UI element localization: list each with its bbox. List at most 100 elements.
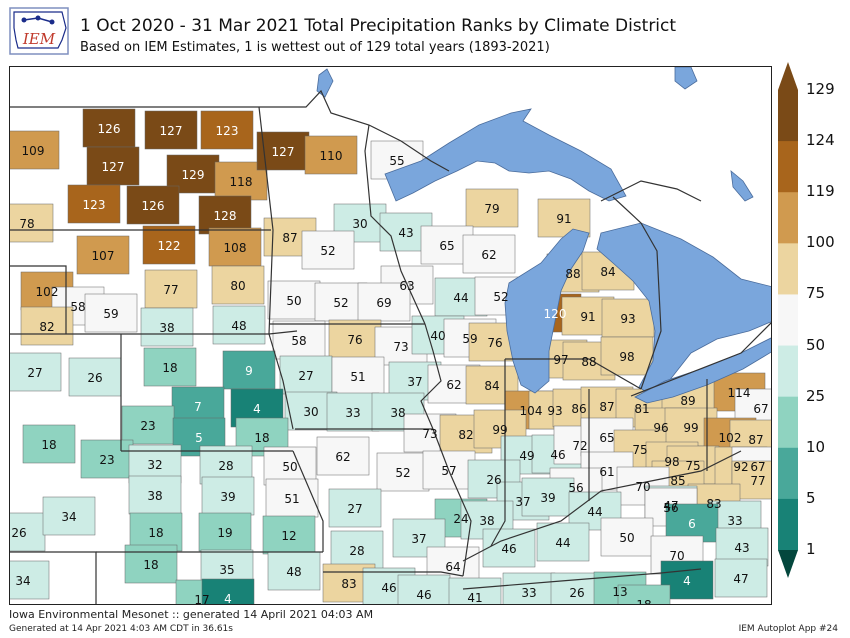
district-rank-label: 43: [734, 541, 749, 555]
district-rank-label: 65: [599, 431, 614, 445]
district-rank-label: 50: [282, 460, 297, 474]
district-rank-label: 62: [335, 450, 350, 464]
district-rank-label: 34: [61, 510, 76, 524]
district-rank-label: 32: [147, 458, 162, 472]
colorbar-segment: [778, 447, 798, 500]
district-cell: [301, 230, 355, 270]
district-rank-label: 46: [501, 542, 516, 556]
district-rank-label: 127: [272, 145, 295, 159]
district-rank-label: 64: [445, 560, 460, 574]
district-rank-label: 129: [182, 168, 205, 182]
district-rank-label: 72: [572, 439, 587, 453]
colorbar-cap-bottom: [778, 550, 798, 578]
lake-of-the-woods: [316, 68, 334, 98]
district-cell: [10, 560, 50, 600]
wy-border: [10, 265, 67, 334]
district-rank-label: 98: [664, 455, 679, 469]
district-cell: [76, 235, 130, 275]
footer-generated: Generated at 14 Apr 2021 4:03 AM CDT in …: [9, 624, 233, 634]
district-rank-label: 67: [753, 402, 768, 416]
district-rank-label: 88: [581, 355, 596, 369]
district-rank-label: 39: [220, 490, 235, 504]
district-cell: [144, 110, 198, 150]
district-rank-label: 83: [341, 577, 356, 591]
district-rank-label: 26: [569, 586, 584, 600]
district-rank-label: 35: [219, 563, 234, 577]
district-cell: [20, 306, 74, 346]
district-rank-label: 12: [281, 529, 296, 543]
district-rank-label: 23: [140, 419, 155, 433]
district-rank-label: 120: [544, 307, 567, 321]
district-cell: [129, 512, 183, 552]
district-rank-label: 96: [653, 421, 668, 435]
district-rank-label: 47: [733, 572, 748, 586]
district-rank-label: 46: [381, 581, 396, 595]
district-rank-label: 93: [547, 404, 562, 418]
district-rank-label: 28: [218, 459, 233, 473]
district-rank-label: 58: [291, 334, 306, 348]
district-rank-label: 23: [99, 453, 114, 467]
district-rank-label: 27: [27, 366, 42, 380]
district-cell: [67, 184, 121, 224]
colorbar-segment: [778, 396, 798, 449]
district-rank-label: 63: [399, 279, 414, 293]
district-rank-label: 18: [41, 438, 56, 452]
district-cell: [68, 357, 122, 397]
district-rank-label: 47: [663, 499, 678, 513]
district-rank-label: 85: [670, 474, 685, 488]
colorbar-segment: [778, 243, 798, 295]
district-rank-label: 37: [515, 495, 530, 509]
district-rank-label: 46: [416, 588, 431, 602]
district-cell: [397, 574, 451, 604]
district-rank-label: 18: [636, 598, 651, 605]
district-cell: [142, 225, 196, 265]
mo-east-border: [432, 428, 472, 577]
district-rank-label: 49: [519, 449, 534, 463]
district-cell: [330, 530, 384, 570]
district-rank-label: 4: [224, 592, 232, 605]
district-rank-label: 99: [683, 421, 698, 435]
district-cell: [502, 572, 556, 604]
great-lakes-water: [316, 67, 771, 404]
district-rank-label: 44: [587, 505, 602, 519]
mn-west-border: [258, 106, 274, 335]
district-rank-label: 70: [669, 549, 684, 563]
district-rank-label: 62: [481, 248, 496, 262]
district-rank-label: 37: [407, 375, 422, 389]
district-rank-label: 73: [393, 340, 408, 354]
map-title: 1 Oct 2020 - 31 Mar 2021 Total Precipita…: [80, 16, 677, 36]
district-rank-label: 76: [487, 336, 502, 350]
district-rank-label: 78: [19, 217, 34, 231]
district-cell: [262, 515, 316, 555]
colorbar-segment: [778, 345, 798, 398]
district-rank-label: 80: [230, 279, 245, 293]
colorbar-cap-top: [778, 62, 798, 90]
district-rank-label: 33: [345, 406, 360, 420]
district-cell: [331, 356, 385, 396]
district-rank-label: 50: [286, 294, 301, 308]
lake-michigan: [504, 228, 590, 394]
lake-superior: [384, 108, 627, 202]
district-rank-label: 6: [688, 517, 696, 531]
district-rank-label: 114: [728, 386, 751, 400]
district-cell: [128, 475, 182, 515]
district-cell: [537, 198, 591, 238]
district-rank-label: 77: [750, 474, 765, 488]
district-cell: [714, 558, 768, 598]
district-cell: [600, 517, 654, 557]
district-cell: [144, 269, 198, 309]
district-rank-label: 44: [453, 291, 468, 305]
colorbar-segment: [778, 141, 798, 193]
district-cell: [140, 307, 194, 347]
district-rank-label: 83: [706, 497, 721, 511]
ia-east-border: [420, 323, 442, 430]
district-rank-label: 52: [493, 290, 508, 304]
district-rank-label: 70: [635, 480, 650, 494]
state-boundaries: [10, 89, 771, 604]
footer-source: Iowa Environmental Mesonet :: generated …: [9, 608, 374, 621]
map-panel: 109 126 127 123 127 129 118 127 110 55 78 123 126 128…: [9, 66, 772, 605]
district-rank-label: 59: [103, 307, 118, 321]
district-rank-label: 44: [555, 536, 570, 550]
district-rank-label: 87: [282, 231, 297, 245]
